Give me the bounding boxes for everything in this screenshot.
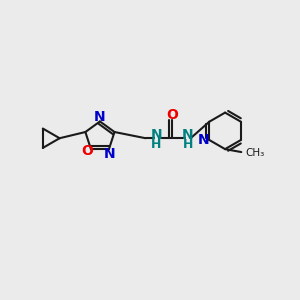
- Text: N: N: [104, 147, 115, 161]
- Text: H: H: [151, 138, 162, 151]
- Text: N: N: [198, 133, 210, 147]
- Text: O: O: [166, 108, 178, 122]
- Text: N: N: [94, 110, 106, 124]
- Text: H: H: [182, 138, 193, 151]
- Text: O: O: [82, 145, 93, 158]
- Text: CH₃: CH₃: [246, 148, 265, 158]
- Text: N: N: [151, 128, 162, 142]
- Text: N: N: [182, 128, 194, 142]
